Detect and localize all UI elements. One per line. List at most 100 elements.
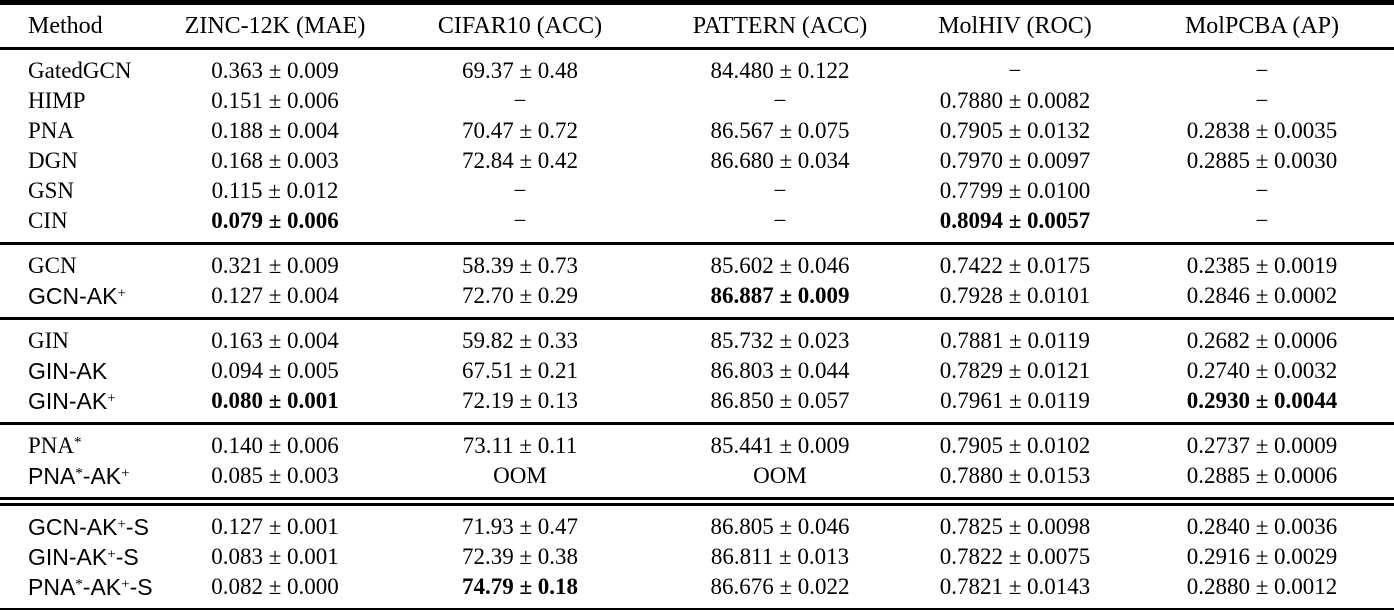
method-cell: GIN-AK+-S	[0, 542, 170, 572]
value-cell: 0.094 ± 0.005	[211, 358, 339, 383]
method-label: -AK	[82, 573, 122, 600]
value-cell: 0.188 ± 0.004	[211, 118, 339, 143]
method-cell: GatedGCN	[0, 49, 170, 87]
table-row: GCN 0.321 ± 0.009 58.39 ± 0.73 85.602 ± 0.0…	[0, 244, 1394, 282]
method-superscript: +	[121, 575, 130, 592]
method-superscript: *	[75, 575, 83, 592]
method-label: GCN-AK	[28, 513, 118, 540]
method-superscript: *	[75, 464, 83, 481]
value-cell: 0.7970 ± 0.0097	[939, 148, 1091, 173]
value-cell-container: −	[1130, 206, 1394, 244]
value-cell-container: 0.7880 ± 0.0153	[900, 461, 1130, 502]
value-cell-container: 0.2740 ± 0.0032	[1130, 356, 1394, 386]
value-cell-container: 0.2840 ± 0.0036	[1130, 502, 1394, 543]
value-cell: 69.37 ± 0.48	[461, 58, 579, 83]
value-cell: 0.2846 ± 0.0002	[1186, 283, 1338, 308]
value-cell-container: 86.811 ± 0.013	[660, 542, 900, 572]
value-cell-container: −	[1130, 176, 1394, 206]
value-cell: 85.602 ± 0.046	[710, 253, 850, 278]
missing-value-dash: −	[1255, 88, 1269, 113]
value-cell: 0.7799 ± 0.0100	[939, 178, 1091, 203]
value-cell-container: 0.7905 ± 0.0132	[900, 116, 1130, 146]
value-cell: 86.680 ± 0.034	[710, 148, 850, 173]
value-cell-container: 0.2682 ± 0.0006	[1130, 319, 1394, 357]
value-cell-container: 0.2838 ± 0.0035	[1130, 116, 1394, 146]
value-cell-container: 72.84 ± 0.42	[380, 146, 660, 176]
value-cell-container: 0.2885 ± 0.0006	[1130, 461, 1394, 502]
value-cell-container: 0.7821 ± 0.0143	[900, 572, 1130, 610]
value-cell: 0.2682 ± 0.0006	[1186, 328, 1338, 353]
value-cell: 0.080 ± 0.001	[211, 388, 339, 413]
value-cell-container: 86.567 ± 0.075	[660, 116, 900, 146]
table-row: PNA 0.188 ± 0.004 70.47 ± 0.72 86.567 ± 0.0…	[0, 116, 1394, 146]
method-cell: DGN	[0, 146, 170, 176]
value-cell-container: 0.080 ± 0.001	[170, 386, 380, 424]
value-cell: 0.2385 ± 0.0019	[1186, 253, 1338, 278]
missing-value-dash: −	[1255, 58, 1269, 83]
value-cell: 71.93 ± 0.47	[461, 514, 579, 539]
method-superscript: +	[117, 515, 126, 532]
value-cell-container: 0.079 ± 0.006	[170, 206, 380, 244]
method-label: GCN	[28, 253, 77, 278]
table-row: PNA* 0.140 ± 0.006 73.11 ± 0.11 85.441 ± 0.…	[0, 424, 1394, 462]
table-section-2: GCN 0.321 ± 0.009 58.39 ± 0.73 85.602 ± 0.0…	[0, 243, 1394, 319]
value-cell: 0.7880 ± 0.0082	[939, 88, 1091, 113]
table-row: GIN-AK+ 0.080 ± 0.001 72.19 ± 0.13 86.850 ±…	[0, 386, 1394, 424]
value-cell-container: 0.168 ± 0.003	[170, 146, 380, 176]
value-cell: 59.82 ± 0.33	[461, 328, 579, 353]
value-cell: 0.2880 ± 0.0012	[1186, 574, 1338, 599]
missing-value-dash: −	[1255, 178, 1269, 203]
method-label: PNA	[28, 433, 75, 458]
value-cell-container: 58.39 ± 0.73	[380, 244, 660, 282]
value-cell: 67.51 ± 0.21	[461, 358, 579, 383]
value-cell: 0.115 ± 0.012	[211, 178, 339, 203]
method-cell: GIN-AK	[0, 356, 170, 386]
table-section-1: GatedGCN 0.363 ± 0.009 69.37 ± 0.48 84.480 …	[0, 49, 1394, 244]
table-row: PNA*-AK+-S 0.082 ± 0.000 74.79 ± 0.18 86.67…	[0, 572, 1394, 610]
method-superscript: +	[121, 464, 130, 481]
value-cell: 74.79 ± 0.18	[461, 574, 579, 599]
value-cell: 84.480 ± 0.122	[710, 58, 850, 83]
table-row: DGN 0.168 ± 0.003 72.84 ± 0.42 86.680 ± 0.0…	[0, 146, 1394, 176]
value-cell-container: 71.93 ± 0.47	[380, 502, 660, 543]
value-cell-container: 84.480 ± 0.122	[660, 49, 900, 87]
value-cell-container: 0.7970 ± 0.0097	[900, 146, 1130, 176]
value-cell-container: 0.7825 ± 0.0098	[900, 502, 1130, 543]
value-cell: 86.887 ± 0.009	[710, 283, 850, 308]
value-cell-container: −	[380, 206, 660, 244]
value-cell: 70.47 ± 0.72	[461, 118, 579, 143]
value-cell-container: 0.127 ± 0.001	[170, 502, 380, 543]
value-cell-container: 86.887 ± 0.009	[660, 281, 900, 319]
value-cell-container: 85.441 ± 0.009	[660, 424, 900, 462]
value-cell: 0.2885 ± 0.0006	[1186, 463, 1338, 488]
value-cell: 86.567 ± 0.075	[710, 118, 850, 143]
value-cell-container: 72.39 ± 0.38	[380, 542, 660, 572]
value-cell-container: −	[380, 86, 660, 116]
value-cell-container: −	[380, 176, 660, 206]
value-cell-container: −	[660, 206, 900, 244]
value-cell-container: 86.805 ± 0.046	[660, 502, 900, 543]
table-section-4: PNA* 0.140 ± 0.006 73.11 ± 0.11 85.441 ± 0.…	[0, 423, 1394, 502]
table-header-row: Method ZINC-12K (MAE) CIFAR10 (ACC) PATTERN…	[0, 2, 1394, 50]
method-cell: GIN	[0, 319, 170, 357]
value-cell: 0.7928 ± 0.0101	[939, 283, 1091, 308]
table-row: GIN 0.163 ± 0.004 59.82 ± 0.33 85.732 ± 0.0…	[0, 319, 1394, 357]
value-cell-container: 0.082 ± 0.000	[170, 572, 380, 610]
value-cell: 72.39 ± 0.38	[461, 544, 579, 569]
method-superscript: +	[107, 545, 116, 562]
value-cell-container: OOM	[660, 461, 900, 502]
method-label: HIMP	[28, 88, 86, 113]
value-cell: 86.676 ± 0.022	[710, 574, 850, 599]
value-cell: 0.7821 ± 0.0143	[939, 574, 1091, 599]
table-section-3: GIN 0.163 ± 0.004 59.82 ± 0.33 85.732 ± 0.0…	[0, 318, 1394, 424]
value-cell-container: 0.2385 ± 0.0019	[1130, 244, 1394, 282]
column-header-molhiv-roc: MolHIV (ROC)	[900, 2, 1130, 50]
value-cell-container: 86.676 ± 0.022	[660, 572, 900, 610]
method-cell: GCN	[0, 244, 170, 282]
method-superscript: *	[74, 434, 82, 451]
table-row: GIN-AK+-S 0.083 ± 0.001 72.39 ± 0.38 86.811…	[0, 542, 1394, 572]
method-superscript: +	[107, 389, 116, 406]
method-cell: GSN	[0, 176, 170, 206]
value-cell-container: 0.7829 ± 0.0121	[900, 356, 1130, 386]
value-cell-container: 0.140 ± 0.006	[170, 424, 380, 462]
